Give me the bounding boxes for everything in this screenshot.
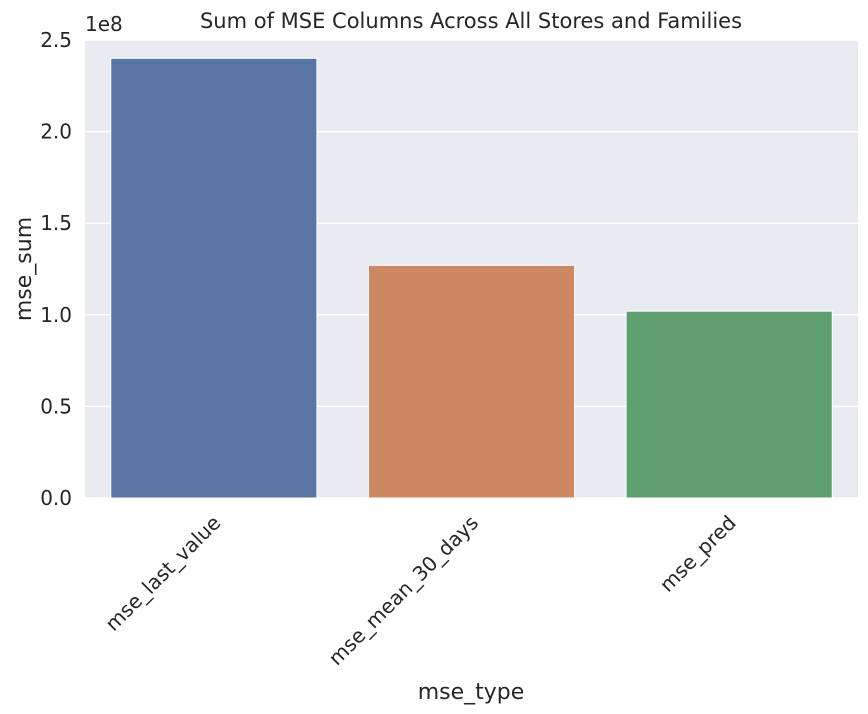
bar-mse-last-value <box>110 57 318 499</box>
x-axis-label: mse_type <box>418 680 525 705</box>
y-tick-label: 1.0 <box>40 303 72 327</box>
x-tick-labels: mse_last_value mse_mean_30_days mse_pred <box>100 511 740 671</box>
chart-title: Sum of MSE Columns Across All Stores and… <box>200 9 742 33</box>
y-tick-label: 0.5 <box>40 394 72 418</box>
y-tick-labels: 0.0 0.5 1.0 1.5 2.0 2.5 <box>40 28 72 510</box>
bars <box>110 57 833 499</box>
bar-mse-mean-30-days <box>367 264 576 499</box>
bar-mse-pred <box>625 310 833 499</box>
y-tick-label: 2.0 <box>40 120 72 144</box>
y-tick-label: 1.5 <box>40 211 72 235</box>
y-tick-label: 0.0 <box>40 486 72 510</box>
y-axis-label: mse_sum <box>12 217 37 321</box>
y-offset-label: 1e8 <box>85 12 123 36</box>
y-tick-label: 2.5 <box>40 28 72 52</box>
x-tick-label: mse_mean_30_days <box>324 511 484 671</box>
x-tick-label: mse_pred <box>655 511 741 597</box>
x-tick-label: mse_last_value <box>100 511 225 636</box>
